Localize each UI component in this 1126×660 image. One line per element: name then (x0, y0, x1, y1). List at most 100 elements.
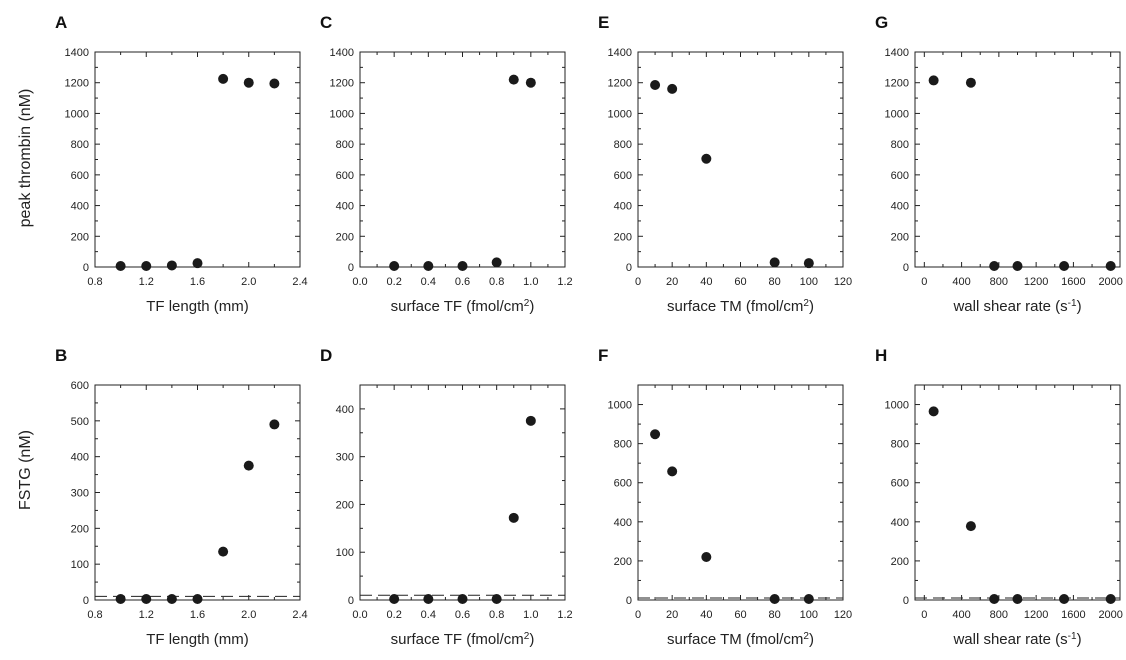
x-tick-label-B: 1.2 (139, 609, 154, 621)
y-tick-label-D: 200 (336, 499, 354, 511)
data-point-D (457, 594, 468, 604)
x-tick-label-B: 2.4 (292, 609, 307, 621)
plot-frame-B (94, 384, 301, 601)
x-tick-label-E: 20 (666, 276, 678, 288)
data-point-E (769, 257, 780, 268)
plot-frame-A (94, 51, 301, 268)
y-tick-label-C: 1400 (330, 47, 354, 59)
y-tick-label-F: 0 (626, 595, 632, 607)
y-tick-label-G: 800 (891, 139, 909, 151)
data-point-C (457, 261, 468, 271)
x-tick-label-D: 0.2 (387, 609, 402, 621)
data-point-G (989, 261, 1000, 271)
y-tick-label-D: 0 (348, 595, 354, 607)
y-tick-label-G: 400 (891, 201, 909, 213)
x-tick-label-D: 1.0 (523, 609, 538, 621)
x-tick-label-B: 1.6 (190, 609, 205, 621)
panel-C: C 0 200 400 600 800 1000 1200 1400 0.0 0.2 0.4 0.6 0.… (320, 13, 573, 315)
data-point-F (769, 594, 780, 604)
x-tick-label-A: 2.0 (241, 276, 256, 288)
data-point-A (218, 73, 229, 84)
data-point-C (525, 77, 536, 88)
y-tick-label-D: 400 (336, 404, 354, 416)
y-tick-label-H: 400 (891, 517, 909, 529)
x-tick-label-G: 1600 (1061, 276, 1085, 288)
data-point-A (166, 260, 177, 271)
panel-letter-B: B (55, 346, 67, 365)
y-tick-label-A: 1400 (65, 47, 89, 59)
data-point-E (701, 153, 712, 164)
data-point-C (423, 261, 434, 271)
x-axis-label-G: wall shear rate (s-1) (952, 298, 1081, 316)
data-point-A (115, 261, 126, 271)
x-tick-label-A: 2.4 (292, 276, 307, 288)
plot-frame-E (637, 51, 844, 268)
y-tick-label-G: 0 (903, 262, 909, 274)
x-tick-label-H: 2000 (1098, 609, 1122, 621)
x-tick-label-C: 0.8 (489, 276, 504, 288)
panel-letter-H: H (875, 346, 887, 365)
y-tick-label-A: 1200 (65, 78, 89, 90)
data-point-G (965, 77, 976, 88)
y-tick-label-G: 200 (891, 231, 909, 243)
panel-D: D 0 100 200 300 400 0.0 0.2 0.4 0.6 0.8 1.0 1.2 surfa… (320, 346, 573, 648)
y-tick-label-B: 0 (83, 595, 89, 607)
x-tick-label-G: 400 (952, 276, 970, 288)
x-tick-label-C: 1.0 (523, 276, 538, 288)
x-tick-label-E: 60 (734, 276, 746, 288)
data-point-G (1012, 261, 1023, 271)
y-tick-label-G: 1200 (885, 78, 909, 90)
x-tick-label-A: 1.2 (139, 276, 154, 288)
data-point-B (141, 594, 152, 604)
y-tick-label-C: 800 (336, 139, 354, 151)
x-tick-label-D: 0.8 (489, 609, 504, 621)
data-point-H (1105, 594, 1116, 604)
y-tick-label-H: 200 (891, 556, 909, 568)
y-tick-label-A: 400 (71, 201, 89, 213)
x-tick-label-C: 1.2 (557, 276, 572, 288)
data-point-B (243, 460, 254, 471)
panel-letter-D: D (320, 346, 332, 365)
data-point-D (525, 415, 536, 426)
y-tick-label-A: 200 (71, 231, 89, 243)
x-tick-label-F: 80 (769, 609, 781, 621)
y-tick-label-B: 200 (71, 523, 89, 535)
data-point-E (803, 258, 814, 269)
panel-A: A 0 200 400 600 800 1000 1200 1400 0.8 1.2 1.6 2.0 2.… (55, 13, 308, 315)
y-tick-label-A: 600 (71, 170, 89, 182)
panel-letter-E: E (598, 13, 609, 32)
y-tick-label-E: 1400 (608, 47, 632, 59)
x-tick-label-G: 0 (921, 276, 927, 288)
x-tick-label-F: 40 (700, 609, 712, 621)
x-tick-label-D: 0.0 (352, 609, 367, 621)
data-point-A (269, 78, 280, 89)
x-tick-label-E: 40 (700, 276, 712, 288)
y-tick-label-E: 800 (614, 139, 632, 151)
plot-frame-G (914, 51, 1121, 268)
x-tick-label-B: 2.0 (241, 609, 256, 621)
x-tick-label-H: 1200 (1024, 609, 1048, 621)
ylabel-peak-thrombin: peak thrombin (nM) (17, 89, 34, 228)
x-tick-label-C: 0.4 (421, 276, 436, 288)
data-point-E (650, 80, 661, 91)
y-tick-label-C: 1200 (330, 78, 354, 90)
y-tick-label-E: 0 (626, 262, 632, 274)
y-tick-label-G: 1400 (885, 47, 909, 59)
x-tick-label-E: 80 (769, 276, 781, 288)
x-tick-label-H: 400 (952, 609, 970, 621)
y-tick-label-A: 0 (83, 262, 89, 274)
data-point-E (667, 83, 678, 94)
data-point-H (1012, 594, 1023, 604)
data-point-F (803, 594, 814, 604)
y-tick-label-B: 300 (71, 488, 89, 500)
x-tick-label-F: 20 (666, 609, 678, 621)
x-tick-label-C: 0.2 (387, 276, 402, 288)
y-tick-label-B: 600 (71, 380, 89, 392)
plot-frame-F (637, 384, 844, 601)
x-tick-label-E: 100 (800, 276, 818, 288)
y-tick-label-G: 1000 (885, 108, 909, 120)
y-tick-label-D: 300 (336, 452, 354, 464)
data-point-C (491, 257, 502, 268)
x-tick-label-D: 1.2 (557, 609, 572, 621)
data-point-B (115, 594, 126, 604)
